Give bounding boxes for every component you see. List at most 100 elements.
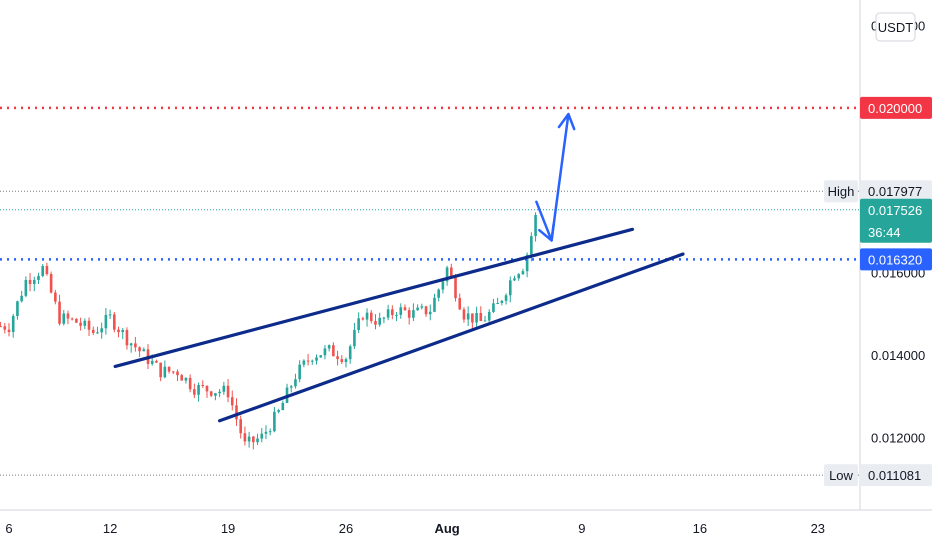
candle-body xyxy=(403,307,407,311)
candle-body xyxy=(226,385,230,398)
candle-body xyxy=(336,356,339,360)
time-tick-label: 12 xyxy=(103,521,117,536)
time-tick-label: 19 xyxy=(221,521,235,536)
forecast-arrow-head-up xyxy=(557,112,576,131)
candle-body xyxy=(96,332,99,334)
candle-body xyxy=(32,279,36,285)
candle-body xyxy=(176,371,179,376)
candle-body xyxy=(54,292,57,302)
price-tag-prefix-bg-high xyxy=(824,180,858,203)
candle-body xyxy=(171,371,175,373)
candle-body xyxy=(437,289,440,298)
channel-upper-line xyxy=(113,227,635,369)
candle-body xyxy=(41,266,45,276)
candle-body xyxy=(441,281,445,290)
candle-body xyxy=(500,300,504,303)
candle-body xyxy=(534,214,537,237)
candle-body xyxy=(20,295,23,302)
candle-body xyxy=(327,345,331,349)
candle-body xyxy=(264,431,268,434)
candle-body xyxy=(230,397,234,406)
forecast-arrow-head-down xyxy=(538,223,555,242)
candle-body xyxy=(184,377,188,381)
candle-body xyxy=(247,436,251,442)
candle-body xyxy=(416,307,419,311)
candle-body xyxy=(79,322,82,326)
candle-body xyxy=(458,298,462,310)
forecast-arrow xyxy=(535,112,570,242)
candle-body xyxy=(150,360,154,364)
candle-body xyxy=(420,306,424,308)
candle-body xyxy=(49,274,53,293)
candle-body xyxy=(471,313,474,323)
candle-body xyxy=(66,313,70,319)
candle-body xyxy=(188,377,192,390)
candle-body xyxy=(348,346,352,360)
candle-body xyxy=(369,312,373,322)
plot-area xyxy=(0,212,537,450)
candle-body xyxy=(16,301,19,317)
candle-body xyxy=(243,433,247,442)
candle-body xyxy=(374,321,377,325)
candle-body xyxy=(508,280,512,296)
candle-body xyxy=(58,301,61,324)
currency-badge[interactable] xyxy=(875,12,916,42)
candle-body xyxy=(310,360,314,362)
candle-body xyxy=(256,438,259,443)
candle-body xyxy=(302,360,306,365)
candle-body xyxy=(134,343,137,348)
candle-body xyxy=(205,385,209,392)
candle-body xyxy=(357,318,360,330)
candle-body xyxy=(155,360,158,363)
candle-body xyxy=(37,275,40,280)
candle-body xyxy=(142,349,146,352)
candle-body xyxy=(294,379,297,387)
time-tick-label: 6 xyxy=(5,521,12,536)
candle-body xyxy=(201,385,205,387)
price-tag-value-low: 0.011081 xyxy=(868,468,921,483)
time-axis[interactable]: 6 12 19 26 Aug 9 16 23 xyxy=(0,509,932,536)
candle-body xyxy=(167,366,171,372)
candle-body xyxy=(382,317,386,319)
candle-body xyxy=(83,320,87,326)
price-tag-support xyxy=(860,248,932,271)
candle-body xyxy=(163,366,167,378)
time-tick-label: 23 xyxy=(811,521,825,536)
candle-body xyxy=(479,312,483,322)
candle-body xyxy=(28,279,32,285)
candle-body xyxy=(475,312,478,323)
candle-body xyxy=(214,393,217,396)
candle-body xyxy=(433,297,436,312)
candle-body xyxy=(483,320,487,322)
candle-body xyxy=(319,355,323,358)
candle-body xyxy=(445,267,449,282)
candle-body xyxy=(365,312,369,320)
candle-body xyxy=(407,310,411,318)
candle-body xyxy=(340,359,344,363)
candle-body xyxy=(0,326,2,328)
price-tick-label: 0.014000 xyxy=(871,348,925,363)
candle-body xyxy=(125,329,129,346)
candle-body xyxy=(129,343,133,346)
price-tag-target xyxy=(860,96,932,119)
candle-body xyxy=(521,271,525,275)
candle-body xyxy=(450,267,453,278)
candle-body xyxy=(395,314,398,316)
price-tag-value-support: 0.016320 xyxy=(868,252,922,267)
candle-body xyxy=(492,303,495,312)
candle-body xyxy=(466,313,470,320)
price-tag-value-current: 0.017526 xyxy=(868,203,922,218)
drawings xyxy=(0,106,860,476)
candle-body xyxy=(462,309,466,320)
candle-body xyxy=(113,314,116,330)
price-tag-prefix-high: High xyxy=(828,184,855,199)
channel-lower-line xyxy=(218,252,685,423)
candle-body xyxy=(281,402,285,411)
candle-body xyxy=(104,314,108,329)
candle-body xyxy=(517,274,521,279)
price-tick-label: 0.012000 xyxy=(871,430,925,445)
candle-body xyxy=(530,236,533,255)
candle-body xyxy=(121,329,125,333)
